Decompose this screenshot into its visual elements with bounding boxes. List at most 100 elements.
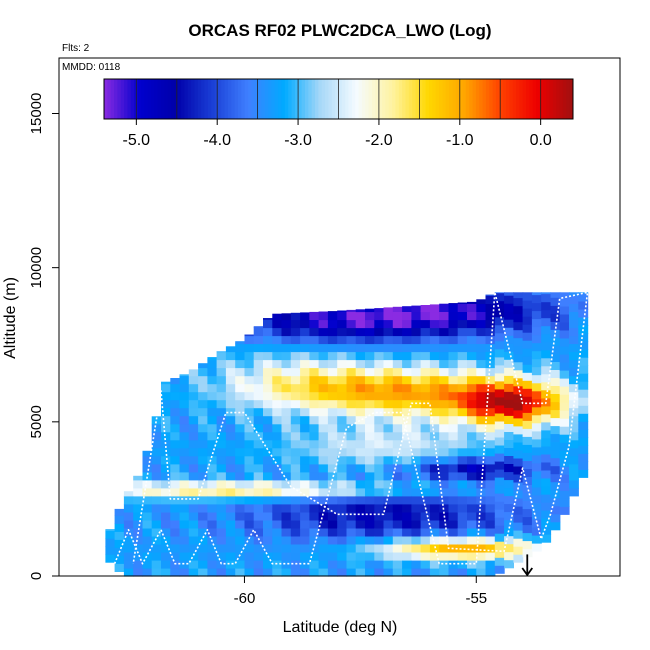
heatmap-cell [179,560,190,569]
heatmap-cell [383,351,394,361]
heatmap-cell [355,543,366,553]
heatmap-cell [504,487,514,497]
heatmap-cell [550,449,561,459]
heatmap-cell [235,367,246,377]
heatmap-cell [485,311,496,321]
heatmap-cell [272,383,283,393]
heatmap-cell [522,484,533,493]
heatmap-cell [327,327,338,337]
heatmap-cell [263,423,273,433]
colorbar-segment [402,79,406,119]
heatmap-cell [494,316,505,326]
heatmap-cell [402,560,412,569]
heatmap-cell [133,560,144,569]
heatmap-cell [170,511,181,521]
heatmap-cell [225,552,236,561]
heatmap-cell [235,415,246,425]
colorbar-segment [331,79,336,119]
heatmap-cell [522,468,533,477]
heatmap-cell [216,503,227,513]
heatmap-cell [485,487,496,497]
colorbar-segment [415,79,420,119]
heatmap-cell [420,305,431,313]
heatmap-cell [355,319,366,329]
heatmap-cell [457,335,468,345]
heatmap-cell [272,359,283,369]
heatmap-cell [309,407,320,417]
heatmap-cell [198,375,208,385]
heatmap-cell [485,447,496,457]
heatmap-cell [253,351,264,361]
heatmap-cell [550,361,561,370]
heatmap-cell [263,335,273,345]
heatmap-cell [439,447,450,457]
heatmap-cell [300,455,310,465]
heatmap-cell [383,399,394,409]
heatmap-cell [337,487,348,497]
marker [521,554,534,577]
heatmap-cell [550,337,561,346]
heatmap-cell [216,487,227,497]
heatmap-cell [420,535,431,545]
heatmap-cell [198,519,208,529]
heatmap-cell [420,431,431,441]
heatmap-cell [383,447,394,457]
heatmap-cell [522,452,533,461]
heatmap-cell [420,527,431,537]
heatmap-cell [467,367,477,377]
heatmap-cell [448,471,459,481]
heatmap-cell [448,527,459,537]
heatmap-cell [448,495,459,505]
heatmap-cell [281,463,292,473]
colorbar-segment [566,79,571,119]
heatmap-cell [225,503,236,513]
heatmap-cell [161,471,171,481]
heatmap-cell [225,568,236,577]
heatmap-cell [225,367,236,377]
heatmap-cell [392,343,403,353]
heatmap-cell [392,359,403,369]
heatmap-cell [290,383,301,393]
heatmap-cell [170,415,181,425]
heatmap-cell [411,327,422,337]
heatmap-cell [439,552,450,561]
heatmap-cell [281,343,292,353]
heatmap-cell [429,375,440,385]
heatmap-cell [188,503,199,513]
heatmap-cell [504,367,514,376]
heatmap-cell [504,399,514,408]
heatmap-cell [207,560,218,569]
heatmap-cell [114,515,125,524]
heatmap-cell [170,479,181,489]
colorbar-segment [308,79,313,119]
heatmap-cell [318,479,329,489]
heatmap-cell [448,479,459,489]
heatmap-cell [494,332,505,342]
heatmap-cell [522,316,533,325]
heatmap-cell [300,423,310,433]
heatmap-cell [179,407,190,417]
heatmap-cell [485,552,496,561]
heatmap-cell [244,560,255,569]
heatmap-cell [494,525,505,534]
heatmap-cell [253,439,264,449]
colorbar-segment [254,79,259,119]
heatmap-cell [383,319,394,329]
heatmap-cell [457,415,468,425]
heatmap-cell [290,463,301,473]
heatmap-cell [411,359,422,369]
heatmap-cell [272,487,283,497]
heatmap-cell [485,535,496,545]
heatmap-cell [235,383,246,393]
heatmap-cell [355,431,366,441]
heatmap-cell [439,319,450,329]
heatmap-cell [522,396,533,405]
heatmap-cell [513,337,524,347]
colorbar-segment [114,79,118,119]
heatmap-cell [439,327,450,337]
heatmap-cell [420,487,431,497]
heatmap-cell [541,518,552,527]
heatmap-cell [559,370,570,379]
heatmap-cell [263,407,273,417]
heatmap-cell [429,479,440,489]
